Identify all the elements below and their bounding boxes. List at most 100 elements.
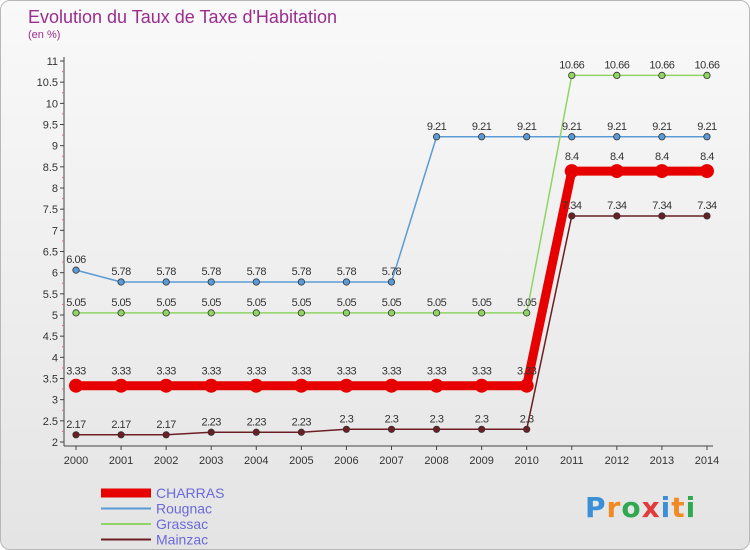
data-point-grassac	[478, 309, 486, 317]
data-point-grassac	[658, 71, 666, 79]
data-label-mainzac: 2.17	[66, 419, 86, 431]
y-tick-label: 6.5	[43, 247, 58, 259]
data-label-rougnac: 6.06	[66, 254, 86, 266]
legend-label-charras: CHARRAS	[156, 485, 224, 501]
x-tick-label: 2011	[560, 455, 584, 467]
chart-title: Evolution du Taux de Taxe d'Habitation	[28, 7, 337, 27]
data-label-grassac: 5.05	[156, 297, 176, 309]
data-label-rougnac: 9.21	[652, 121, 672, 133]
data-point-charras	[609, 164, 624, 179]
data-point-mainzac	[252, 428, 260, 436]
y-tick-label: 8.5	[43, 162, 58, 174]
data-label-grassac: 10.66	[604, 59, 629, 71]
x-tick-label: 2002	[154, 455, 178, 467]
data-label-charras: 8.4	[700, 151, 714, 163]
data-point-grassac	[432, 309, 441, 317]
chart-subtitle: (en %)	[28, 29, 61, 41]
data-point-rougnac	[568, 133, 576, 141]
data-label-rougnac: 9.21	[562, 121, 582, 133]
data-label-charras: 3.33	[427, 366, 447, 378]
data-point-grassac	[72, 309, 80, 317]
data-point-mainzac	[207, 428, 215, 436]
data-point-mainzac	[432, 425, 441, 433]
data-point-charras	[384, 378, 399, 393]
data-point-charras	[159, 378, 174, 393]
data-label-rougnac: 5.78	[337, 266, 357, 278]
data-point-mainzac	[523, 425, 531, 433]
logo-letter: r	[606, 491, 622, 524]
data-point-rougnac	[658, 133, 666, 141]
y-tick-label: 11	[47, 56, 58, 68]
data-label-charras: 3.33	[156, 366, 176, 378]
data-label-mainzac: 7.34	[652, 200, 672, 212]
x-tick-label: 2013	[650, 455, 674, 467]
logo-letter: o	[621, 491, 642, 524]
y-tick-label: 8	[52, 183, 58, 195]
x-tick-label: 2004	[244, 455, 268, 467]
data-label-mainzac: 2.3	[340, 413, 354, 425]
data-point-grassac	[387, 309, 396, 317]
data-point-rougnac	[523, 133, 531, 141]
data-label-rougnac: 5.78	[156, 266, 176, 278]
data-label-grassac: 5.05	[382, 297, 402, 309]
data-point-charras	[474, 378, 489, 393]
y-tick-label: 7	[52, 225, 58, 237]
data-label-charras: 3.33	[337, 366, 357, 378]
data-label-rougnac: 9.21	[472, 121, 492, 133]
data-label-grassac: 5.05	[247, 297, 267, 309]
logo-letter: i	[685, 491, 697, 524]
data-label-rougnac: 5.78	[201, 266, 221, 278]
data-label-mainzac: 2.3	[385, 413, 399, 425]
data-label-charras: 3.33	[66, 366, 86, 378]
x-tick-label: 2001	[109, 455, 133, 467]
data-label-grassac: 5.05	[66, 297, 86, 309]
data-point-mainzac	[658, 212, 666, 220]
x-tick-label: 2003	[199, 455, 223, 467]
data-point-charras	[294, 378, 309, 393]
data-label-charras: 3.33	[517, 366, 537, 378]
data-label-charras: 3.33	[382, 366, 402, 378]
data-label-grassac: 5.05	[111, 297, 131, 309]
data-label-grassac: 5.05	[517, 297, 537, 309]
logo-letter: i	[660, 491, 672, 524]
data-point-grassac	[703, 71, 711, 79]
legend-label-mainzac: Mainzac	[156, 532, 208, 548]
data-label-grassac: 10.66	[694, 59, 719, 71]
x-tick-label: 2009	[469, 455, 493, 467]
data-label-mainzac: 2.23	[292, 416, 312, 428]
data-point-grassac	[568, 71, 576, 79]
data-label-charras: 8.4	[655, 151, 669, 163]
x-tick-label: 2005	[289, 455, 313, 467]
data-point-grassac	[117, 309, 125, 317]
y-tick-label: 4	[52, 352, 58, 364]
data-label-rougnac: 9.21	[517, 121, 537, 133]
x-tick-label: 2006	[334, 455, 358, 467]
y-tick-label: 5.5	[43, 289, 58, 301]
y-tick-label: 9.5	[43, 120, 58, 132]
data-point-charras	[564, 164, 579, 179]
data-label-mainzac: 2.17	[111, 419, 131, 431]
x-tick-label: 2012	[605, 455, 629, 467]
data-point-charras	[69, 378, 83, 393]
data-label-mainzac: 2.3	[430, 413, 444, 425]
data-point-charras	[339, 378, 354, 393]
data-point-grassac	[523, 309, 531, 317]
data-point-mainzac	[387, 425, 396, 433]
data-label-grassac: 5.05	[201, 297, 221, 309]
data-label-charras: 3.33	[201, 366, 221, 378]
series-line-mainzac	[76, 215, 707, 436]
data-label-mainzac: 7.34	[562, 200, 582, 212]
data-point-mainzac	[297, 428, 305, 436]
data-label-mainzac: 2.3	[475, 413, 489, 425]
logo-letter: x	[641, 491, 661, 524]
data-point-grassac	[613, 71, 621, 79]
data-label-grassac: 10.66	[649, 59, 674, 71]
data-label-rougnac: 5.78	[111, 266, 131, 278]
data-label-mainzac: 2.23	[247, 416, 267, 428]
data-label-mainzac: 7.34	[607, 200, 627, 212]
data-label-charras: 3.33	[111, 366, 131, 378]
data-label-grassac: 5.05	[337, 297, 357, 309]
x-tick-label: 2014	[695, 455, 719, 467]
data-label-charras: 8.4	[565, 151, 579, 163]
